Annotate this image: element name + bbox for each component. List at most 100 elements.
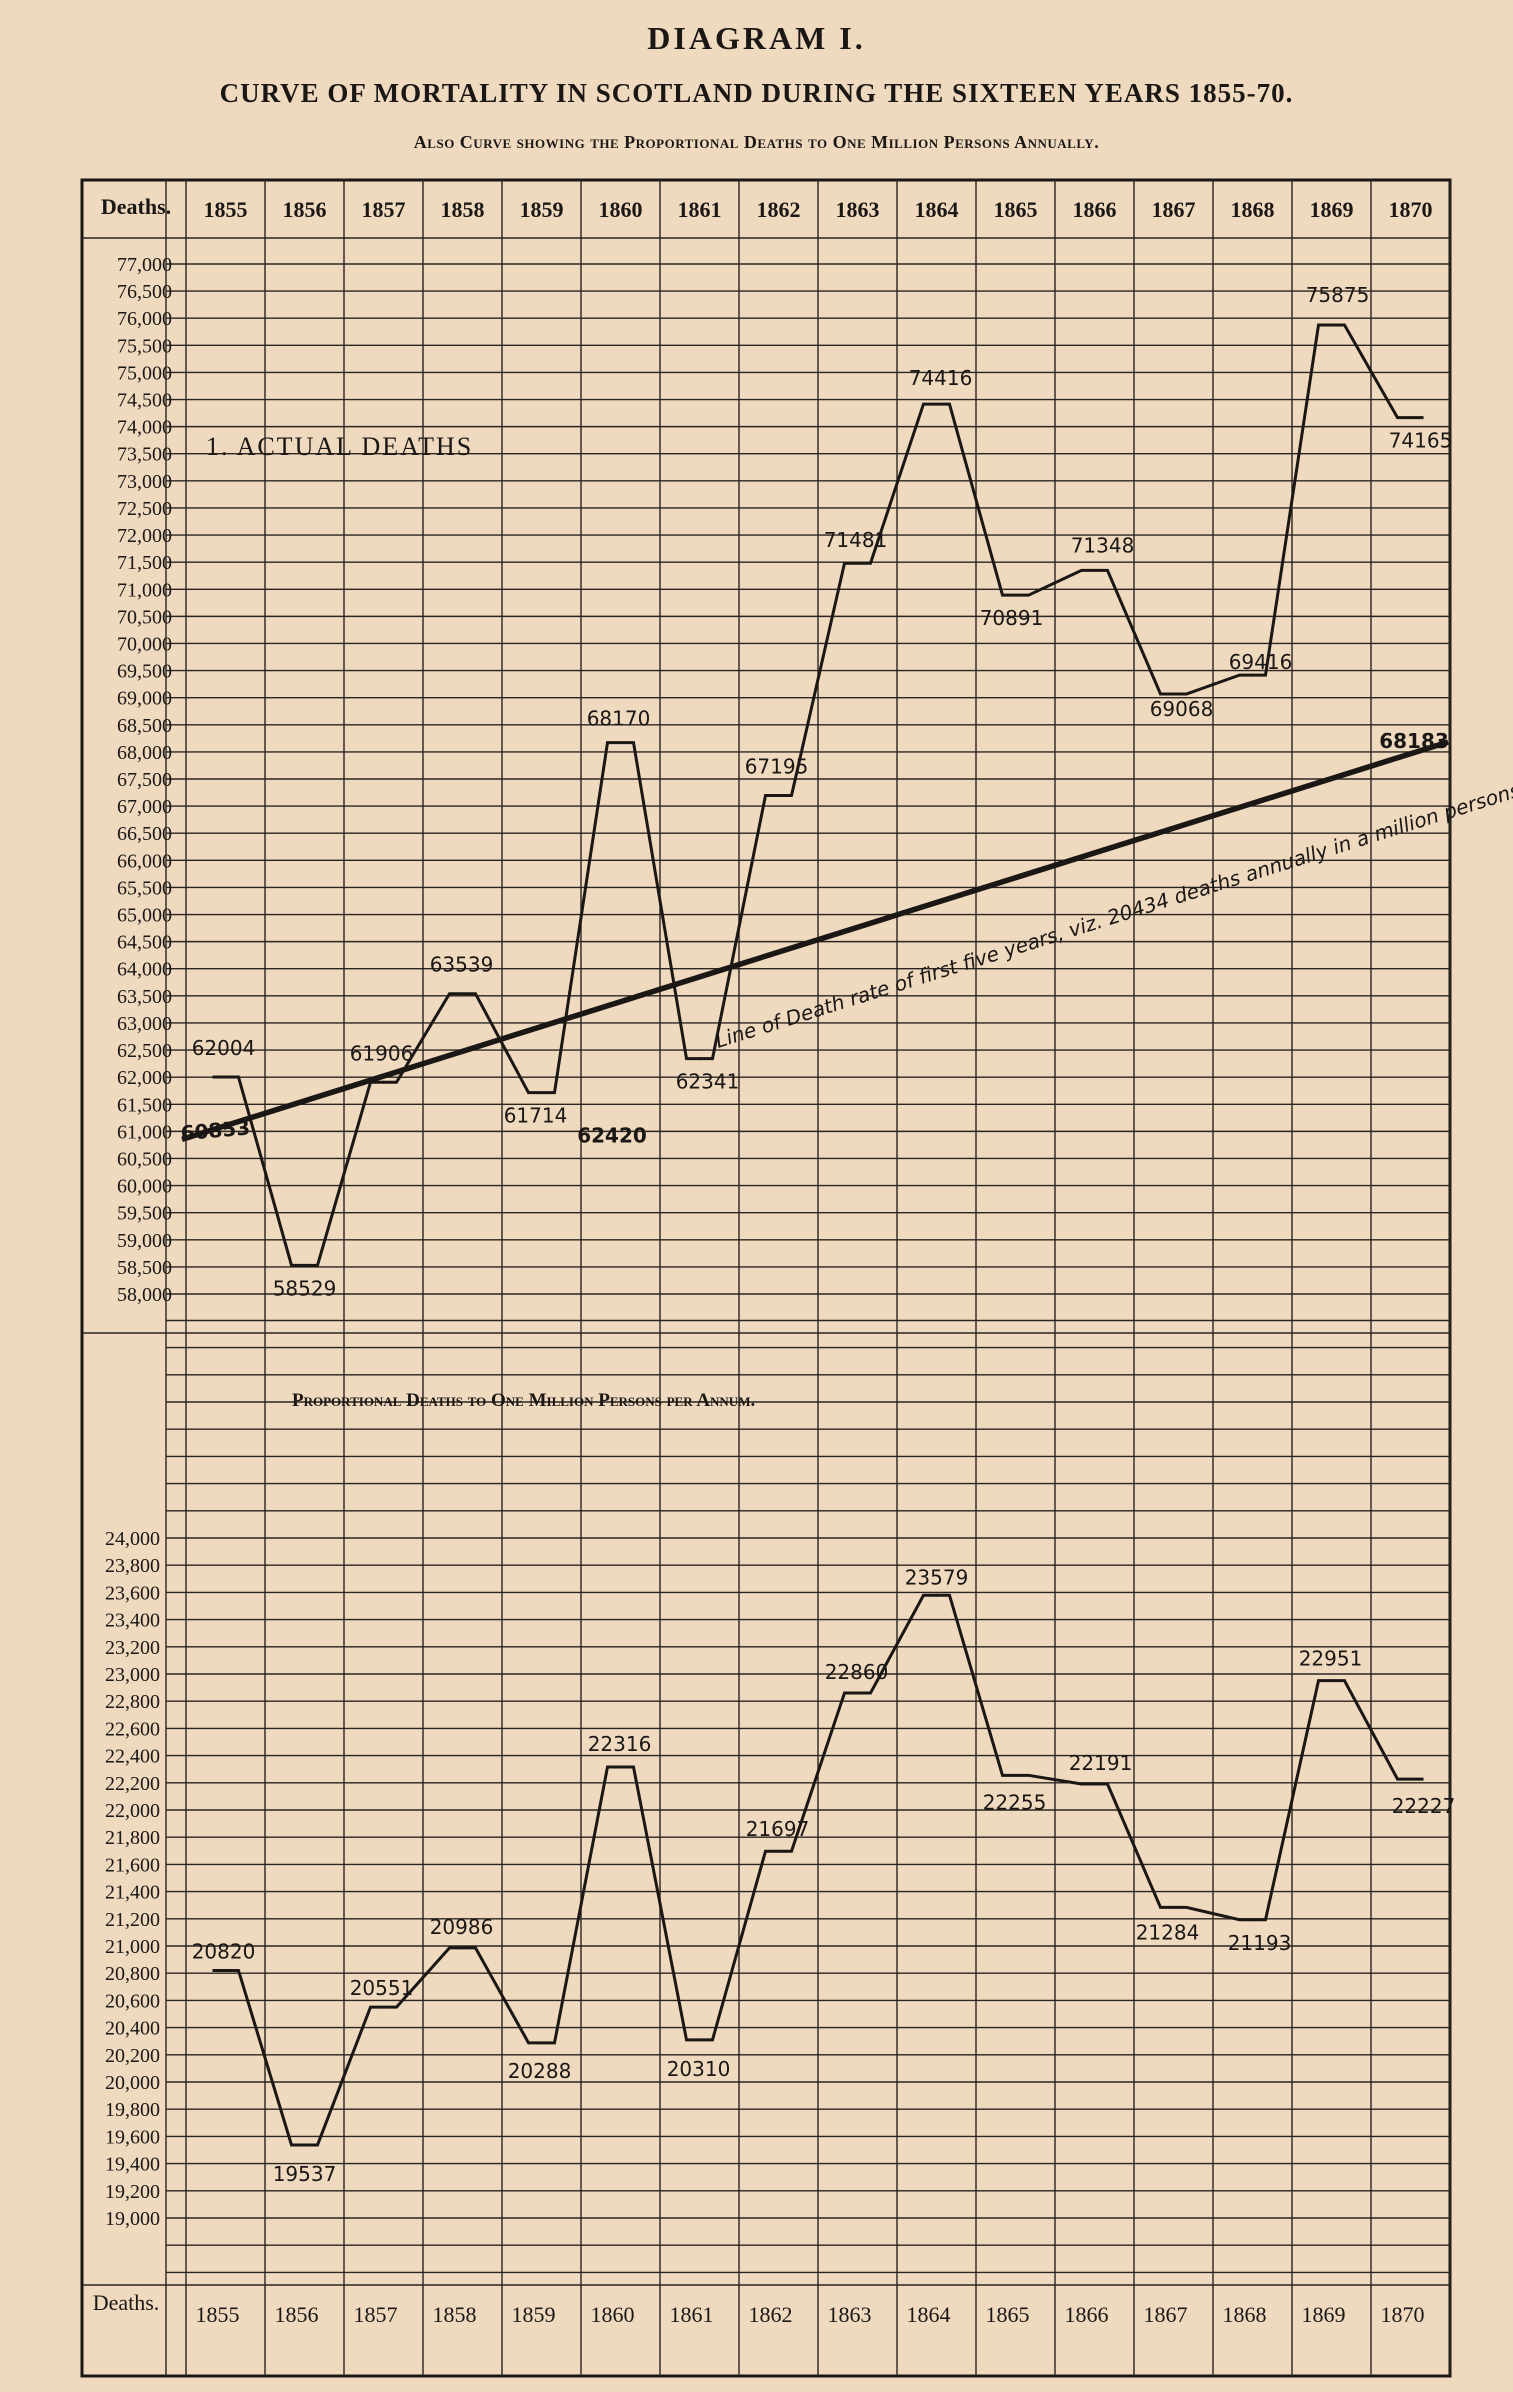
y-tick-lower: 20,600	[105, 1990, 160, 2012]
chart-subtitle: Also Curve showing the Proportional Deat…	[413, 132, 1100, 152]
y-tick-upper: 66,000	[117, 850, 172, 872]
y-tick-upper: 73,500	[117, 444, 172, 466]
actual-deaths-label: 61714	[504, 1104, 568, 1128]
footer-year-1870: 1870	[1381, 2302, 1425, 2327]
actual-deaths-label: 68170	[587, 707, 651, 731]
y-tick-upper: 75,500	[117, 335, 172, 357]
y-tick-lower: 23,400	[105, 1610, 160, 1632]
y-tick-lower: 23,000	[105, 1664, 160, 1686]
header-year-1862: 1862	[757, 197, 801, 222]
actual-deaths-label: 71481	[824, 528, 888, 552]
header-year-1865: 1865	[994, 197, 1038, 222]
actual-deaths-label: 69416	[1229, 650, 1293, 674]
proportional-deaths-label: 20551	[350, 1976, 414, 2000]
proportional-deaths-label: 20986	[430, 1915, 494, 1939]
y-tick-upper: 65,500	[117, 877, 172, 899]
footer-year-1865: 1865	[986, 2302, 1030, 2327]
y-tick-lower: 20,200	[105, 2045, 160, 2067]
y-tick-lower: 19,400	[105, 2154, 160, 2176]
header-year-1855: 1855	[204, 197, 248, 222]
y-tick-lower: 24,000	[105, 1528, 160, 1550]
proportional-deaths-label: 21284	[1136, 1920, 1200, 1944]
y-tick-lower: 21,600	[105, 1854, 160, 1876]
proportional-deaths-label: 19537	[273, 2162, 337, 2186]
actual-deaths-label: 70891	[980, 606, 1044, 630]
y-tick-lower: 23,800	[105, 1555, 160, 1577]
footer-year-1860: 1860	[591, 2302, 635, 2327]
proportional-deaths-label: 22227	[1392, 1794, 1456, 1818]
proportional-deaths-label: 22951	[1299, 1647, 1363, 1671]
actual-deaths-label: 63539	[430, 953, 494, 977]
proportional-deaths-label: 22316	[588, 1732, 652, 1756]
header-year-1859: 1859	[520, 197, 564, 222]
proportional-deaths-line	[212, 1593, 1424, 2147]
actual-deaths-label: 74416	[909, 366, 973, 390]
header-year-1861: 1861	[678, 197, 722, 222]
y-tick-upper: 76,000	[117, 308, 172, 330]
actual-deaths-label: 58529	[273, 1276, 337, 1300]
y-tick-lower: 22,000	[105, 1800, 160, 1822]
y-tick-lower: 22,400	[105, 1746, 160, 1768]
y-tick-lower: 20,800	[105, 1963, 160, 1985]
y-tick-upper: 70,500	[117, 606, 172, 628]
footer-year-1855: 1855	[196, 2302, 240, 2327]
y-tick-lower: 23,600	[105, 1582, 160, 1604]
y-tick-upper: 71,500	[117, 552, 172, 574]
footer-year-1862: 1862	[749, 2302, 793, 2327]
y-tick-lower: 19,200	[105, 2181, 160, 2203]
header-year-1858: 1858	[441, 197, 485, 222]
header-year-1867: 1867	[1152, 197, 1196, 222]
footer-year-1859: 1859	[512, 2302, 556, 2327]
y-tick-upper: 69,000	[117, 688, 172, 710]
y-tick-upper: 72,500	[117, 498, 172, 520]
y-tick-upper: 61,000	[117, 1121, 172, 1143]
trend-label-end: 68183	[1379, 729, 1449, 753]
actual-deaths-label: 62341	[676, 1070, 740, 1094]
y-tick-lower: 21,200	[105, 1909, 160, 1931]
y-tick-upper: 77,000	[117, 254, 172, 276]
y-tick-upper: 72,000	[117, 525, 172, 547]
y-tick-lower: 21,000	[105, 1936, 160, 1958]
y-tick-upper: 63,500	[117, 986, 172, 1008]
diagram-label: DIAGRAM I.	[647, 20, 866, 56]
y-tick-upper: 71,000	[117, 579, 172, 601]
actual-deaths-label: 67195	[745, 755, 809, 779]
header-year-1864: 1864	[915, 197, 959, 222]
grid-layer	[80, 178, 1452, 2378]
actual-deaths-label: 61906	[350, 1041, 414, 1065]
corner-label: Deaths.	[101, 194, 171, 219]
header-year-1860: 1860	[599, 197, 643, 222]
proportional-deaths-label: 23579	[905, 1565, 969, 1589]
chart-title: CURVE OF MORTALITY IN SCOTLAND DURING TH…	[219, 78, 1294, 108]
y-tick-lower: 19,000	[105, 2208, 160, 2230]
y-tick-upper: 65,000	[117, 905, 172, 927]
marks-layer	[181, 323, 1449, 2147]
header-year-1866: 1866	[1073, 197, 1117, 222]
proportional-deaths-label: 20310	[667, 2057, 731, 2081]
text-layer: Deaths. Deaths. 1855 1855 1856 1856 1857 1857 18…	[93, 194, 1513, 2327]
footer-year-1857: 1857	[354, 2302, 398, 2327]
y-tick-upper: 62,500	[117, 1040, 172, 1062]
header-year-1869: 1869	[1310, 197, 1354, 222]
y-tick-upper: 68,500	[117, 715, 172, 737]
y-tick-upper: 62,000	[117, 1067, 172, 1089]
footer-year-1864: 1864	[907, 2302, 951, 2327]
y-tick-upper: 59,500	[117, 1203, 172, 1225]
trend-line	[181, 739, 1449, 1142]
y-tick-upper: 69,500	[117, 661, 172, 683]
upper-panel-title: 1. ACTUAL DEATHS	[206, 432, 473, 461]
footer-label: Deaths.	[93, 2290, 160, 2315]
y-tick-lower: 22,800	[105, 1691, 160, 1713]
footer-year-1863: 1863	[828, 2302, 872, 2327]
actual-deaths-label: 71348	[1071, 533, 1135, 557]
y-tick-upper: 66,500	[117, 823, 172, 845]
footer-year-1866: 1866	[1065, 2302, 1109, 2327]
y-tick-upper: 58,000	[117, 1284, 172, 1306]
proportional-deaths-label: 20820	[192, 1939, 256, 1963]
y-tick-upper: 76,500	[117, 281, 172, 303]
y-tick-lower: 21,800	[105, 1827, 160, 1849]
header-year-1863: 1863	[836, 197, 880, 222]
trend-label-mid: 62420	[577, 1124, 647, 1148]
y-tick-upper: 67,000	[117, 796, 172, 818]
